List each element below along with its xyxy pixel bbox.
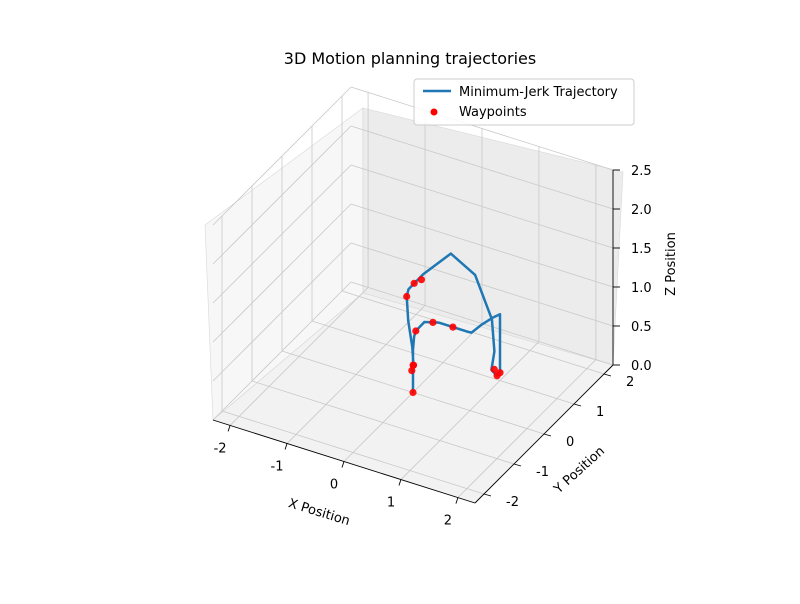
grid-line-z-back	[350, 242, 614, 327]
x-tick-label: -1	[271, 459, 284, 474]
legend-marker-swatch	[430, 108, 438, 116]
y-tick-mark	[543, 433, 552, 437]
x-tick-label: 2	[444, 514, 452, 529]
z-tick-label: 1.0	[631, 281, 652, 296]
y-tick-label: 2	[626, 375, 634, 390]
z-tick-label: 0.5	[631, 320, 652, 335]
data-layer	[403, 252, 504, 397]
legend-label-trajectory: Minimum-Jerk Trajectory	[459, 85, 618, 100]
x-tick-mark	[455, 497, 459, 504]
y-tick-label: 1	[596, 405, 604, 420]
x-tick-mark	[341, 461, 345, 468]
waypoint-marker	[408, 367, 416, 375]
grid-line-z-side	[212, 242, 352, 382]
legend: Minimum-Jerk Trajectory Waypoints	[413, 78, 635, 126]
waypoint-marker	[429, 318, 437, 326]
y-tick-label: 0	[566, 435, 574, 450]
legend-label-waypoints: Waypoints	[459, 105, 527, 120]
x-tick-label: 0	[330, 478, 338, 493]
waypoint-marker	[496, 369, 504, 377]
x-tick-mark	[398, 479, 402, 486]
grid-line-z-back	[350, 164, 614, 249]
z-tick-label: 0.0	[631, 359, 652, 374]
waypoint-marker	[409, 361, 417, 369]
waypoint-marker	[412, 327, 420, 335]
chart-title: 3D Motion planning trajectories	[284, 49, 536, 68]
y-tick-mark	[483, 493, 492, 497]
x-tick-label: 1	[387, 496, 395, 511]
grid-line-z-side	[212, 203, 352, 343]
z-tick-label: 2.0	[631, 203, 652, 218]
grid-line-z-side	[212, 125, 352, 265]
x-tick-mark	[284, 443, 288, 450]
grid-line-z-side	[212, 86, 352, 226]
grid-line-y-floor	[251, 380, 515, 465]
grid-line-z-back	[350, 86, 614, 171]
grid-line-z-side	[212, 281, 352, 421]
z-tick-label: 2.5	[631, 164, 652, 179]
y-tick-mark	[573, 403, 582, 407]
waypoint-marker	[409, 388, 417, 397]
y-tick-label: -2	[506, 495, 519, 510]
y-tick-mark	[513, 463, 522, 467]
grid-line-z-back	[350, 125, 614, 210]
waypoint-marker	[410, 279, 418, 287]
legend-box	[413, 78, 635, 126]
waypoint-marker	[417, 276, 425, 284]
tick-marks	[227, 169, 620, 504]
waypoint-marker	[490, 365, 498, 373]
grid-line-z-side	[212, 164, 352, 304]
y-tick-label: -1	[536, 465, 549, 480]
grid-line-y-floor	[221, 410, 485, 495]
grid-line-y-floor	[311, 320, 575, 405]
x-tick-label: -2	[214, 441, 227, 456]
waypoint-marker	[403, 292, 411, 301]
z-tick-label: 1.5	[631, 242, 652, 257]
y-tick-mark	[603, 373, 612, 377]
z-axis-label: Z Position	[664, 232, 679, 296]
waypoint-marker	[449, 323, 457, 331]
grid-line-z-back	[350, 203, 614, 288]
x-tick-mark	[227, 425, 231, 432]
